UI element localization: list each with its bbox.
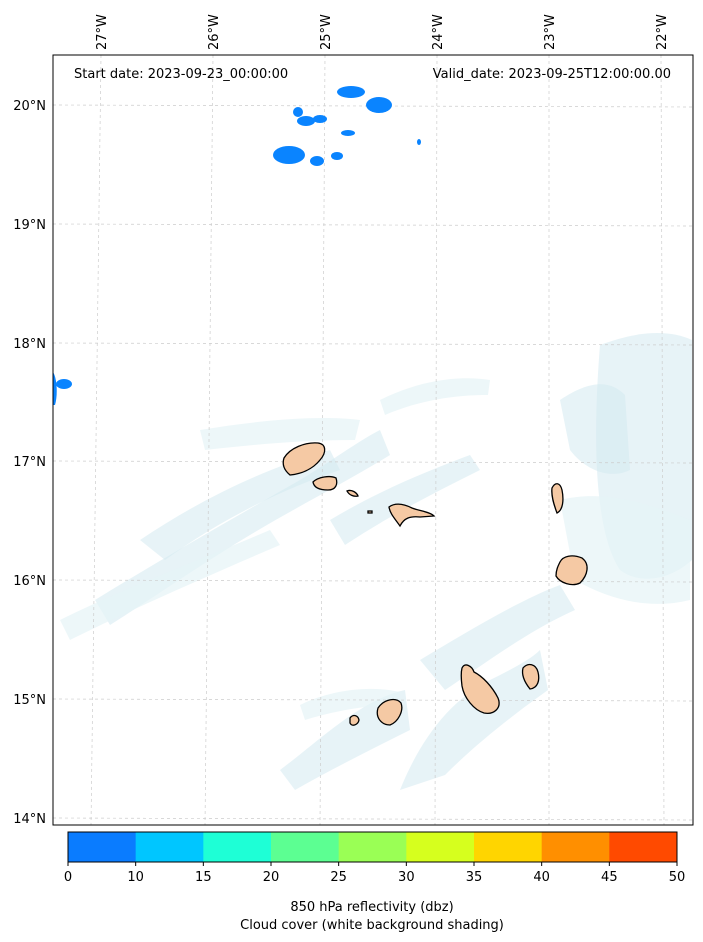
lon-label: 25°W — [319, 14, 334, 50]
colorbar-segment — [541, 832, 610, 862]
lat-label: 17°N — [13, 455, 46, 470]
island-brava — [349, 714, 360, 726]
colorbar-segment — [203, 832, 272, 862]
map-frame — [52, 54, 694, 826]
colorbar-tick-label: 45 — [601, 870, 618, 885]
colorbar-segment — [271, 832, 340, 862]
island-branco — [367, 510, 373, 514]
island-boa-vista — [555, 555, 588, 586]
colorbar-tick-label: 10 — [127, 870, 144, 885]
colorbar-segment — [135, 832, 204, 862]
colorbar-segment — [406, 832, 475, 862]
island-santo-antao — [282, 442, 326, 476]
colorbar-tick-label: 35 — [466, 870, 483, 885]
lat-label: 19°N — [13, 218, 46, 233]
island-sao-vicente — [312, 475, 338, 491]
colorbar-segment — [338, 832, 407, 862]
start-date-label: Start date: 2023-09-23_00:00:00 — [74, 67, 288, 82]
colorbar-tick-label: 50 — [669, 870, 686, 885]
lon-label: 23°W — [543, 14, 558, 50]
colorbar-tick-label: 0 — [64, 870, 72, 885]
lon-label: 24°W — [431, 14, 446, 50]
island-santa-luzia — [346, 489, 359, 497]
lat-label: 14°N — [13, 812, 46, 827]
island-fogo — [376, 698, 403, 726]
lon-label: 26°W — [207, 14, 222, 50]
colorbar-label-line2: Cloud cover (white background shading) — [240, 918, 504, 933]
colorbar: 0 10 15 20 25 30 35 40 45 50 — [64, 831, 686, 885]
colorbar-segment — [474, 832, 543, 862]
colorbar-border — [67, 831, 678, 863]
latitude-labels: 20°N 19°N 18°N 17°N 16°N 15°N 14°N — [13, 99, 46, 827]
cloud-cover-shading-light — [60, 378, 690, 720]
lat-label: 20°N — [13, 99, 46, 114]
colorbar-label-line1: 850 hPa reflectivity (dbz) — [290, 900, 453, 915]
island-sal — [551, 483, 564, 514]
reflectivity-echoes — [53, 86, 421, 405]
colorbar-segment — [68, 832, 137, 862]
colorbar-tick-label: 20 — [263, 870, 280, 885]
island-santiago — [460, 664, 500, 714]
colorbar-segment — [609, 832, 678, 862]
colorbar-tick-label: 40 — [533, 870, 550, 885]
lon-label: 27°W — [95, 14, 110, 50]
lat-label: 15°N — [13, 693, 46, 708]
lat-label: 16°N — [13, 574, 46, 589]
lon-label: 22°W — [655, 14, 670, 50]
lat-label: 18°N — [13, 337, 46, 352]
islands — [282, 442, 588, 726]
colorbar-tick-label: 25 — [330, 870, 347, 885]
colorbar-tick-label: 15 — [195, 870, 212, 885]
valid-date-label: Valid_date: 2023-09-25T12:00:00.00 — [433, 67, 671, 82]
island-sao-nicolau — [388, 503, 436, 528]
colorbar-tick-label: 30 — [398, 870, 415, 885]
longitude-labels: 27°W 26°W 25°W 24°W 23°W 22°W — [95, 14, 670, 50]
island-maio — [521, 663, 540, 690]
